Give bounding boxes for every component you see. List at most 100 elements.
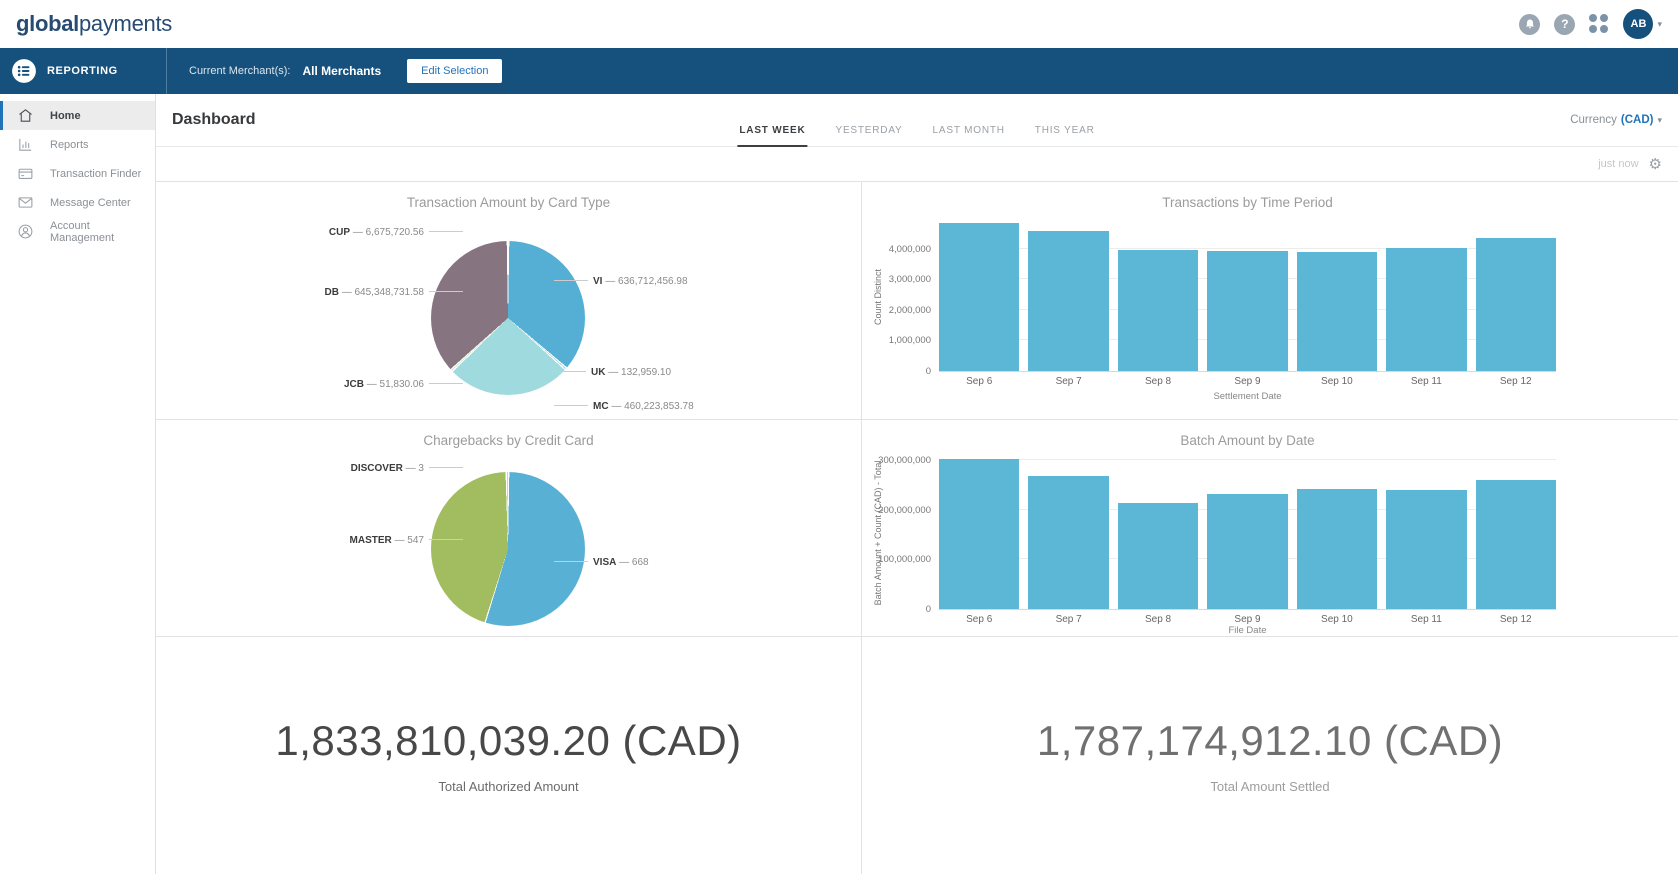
page-header-row: Dashboard LAST WEEK YESTERDAY LAST MONTH TH… [156, 94, 1678, 147]
pie-label-uk: UK — 132,959.10 [552, 362, 671, 380]
sidebar-item-label: Account Management [50, 219, 115, 244]
currency-value: (CAD) [1620, 114, 1654, 126]
panel-transactions-by-time-period: Transactions by Time Period 0 1,000,000 2,0… [862, 182, 1678, 419]
refresh-status: just now [1598, 158, 1639, 170]
sidebar-item-label: Transaction Finder [50, 167, 142, 180]
y-axis-title: Count Distinct [873, 268, 883, 325]
y-tick-label: 1,000,000 [888, 335, 931, 347]
pie-label-text: CUP — 6,675,720.56 [328, 227, 424, 238]
header-actions: ? AB ▾ [1519, 9, 1662, 39]
edit-selection-button[interactable]: Edit Selection [407, 59, 503, 83]
x-tick-label: Sep 12 [1499, 376, 1532, 387]
bar-sep-12[interactable] [1475, 237, 1556, 371]
leader-line [554, 560, 588, 562]
y-tick-label: 2,000,000 [888, 304, 931, 316]
bar-sep-9[interactable] [1207, 251, 1288, 371]
y-tick-label: 0 [925, 366, 931, 377]
panel-total-authorized: 1,833,810,039.20 (CAD) Total Authorized … [156, 637, 861, 874]
sidebar-item-label: Message Center [50, 196, 131, 209]
logo-light: payments [78, 11, 172, 36]
total-authorized-label: Total Authorized Amount [438, 779, 579, 794]
x-tick-label: Sep 8 [1144, 614, 1172, 625]
settings-gear-icon[interactable]: ⚙ [1648, 155, 1662, 173]
x-tick-label: Sep 11 [1410, 614, 1442, 625]
chart-title: Batch Amount by Date [1180, 433, 1315, 448]
sidebar-item-message-center[interactable]: Message Center [0, 188, 155, 217]
bar-sep-8[interactable] [1117, 249, 1199, 371]
y-tick-label: 0 [925, 604, 931, 615]
tab-yesterday[interactable]: YESTERDAY [835, 125, 903, 136]
leader-line [429, 466, 463, 468]
bar-sep-11[interactable] [1386, 247, 1467, 371]
x-axis-labels: Sep 6 Sep 7 Sep 8 Sep 9 Sep 10 Sep 11 Sep 12 [939, 614, 1556, 625]
user-menu[interactable]: AB ▾ [1623, 9, 1662, 39]
notifications-bell-icon[interactable] [1519, 13, 1541, 35]
help-glyph: ? [1561, 17, 1569, 31]
help-icon[interactable]: ? [1554, 13, 1576, 35]
bar-sep-10[interactable] [1296, 251, 1378, 371]
bar-sep-6[interactable] [939, 222, 1020, 371]
bar-sep-8[interactable] [1117, 502, 1199, 609]
pie-label-text: UK — 132,959.10 [591, 367, 672, 378]
pie-label-jcb: JCB — 51,830.06 [344, 374, 463, 392]
bar-sep-9[interactable] [1207, 493, 1288, 609]
pie-label-cup: CUP — 6,675,720.56 [329, 222, 463, 240]
transaction-finder-icon [17, 165, 34, 182]
merchant-label: Current Merchant(s): [189, 65, 291, 77]
tab-last-week[interactable]: LAST WEEK [737, 125, 808, 147]
reporting-menu-icon[interactable] [11, 58, 37, 84]
currency-selector[interactable]: Currency (CAD) ▾ [1570, 114, 1678, 126]
bar-sep-7[interactable] [1028, 475, 1109, 609]
sidebar-item-account-management[interactable]: Account Management [0, 217, 155, 246]
apps-grid-icon[interactable] [1589, 14, 1609, 34]
total-settled-value: 1,787,174,912.10 (CAD) [1036, 717, 1504, 764]
bars [939, 222, 1556, 371]
home-icon [17, 107, 34, 124]
sidebar-item-transaction-finder[interactable]: Transaction Finder [0, 159, 155, 188]
x-axis-title: File Date [1228, 625, 1267, 636]
bar-sep-10[interactable] [1296, 488, 1378, 609]
tab-this-year[interactable]: THIS YEAR [1034, 125, 1095, 136]
brand-logo[interactable]: globalpayments [16, 11, 172, 37]
x-tick-label: Sep 10 [1321, 376, 1353, 387]
merchant-value: All Merchants [302, 64, 382, 78]
gridline [939, 247, 1556, 249]
panel-transaction-amount-by-card-type: Transaction Amount by Card Type VI — 636,… [156, 182, 861, 419]
pie-label-text: DB — 645,348,731.58 [324, 287, 424, 298]
sidebar-item-reports[interactable]: Reports [0, 130, 155, 159]
sidebar-nav: Home Reports Transaction Finder Message Cen… [0, 94, 156, 874]
x-tick-label: Sep 6 [966, 614, 993, 625]
x-tick-label: Sep 8 [1144, 376, 1172, 387]
sidebar-item-label: Reports [50, 138, 89, 151]
bar-sep-7[interactable] [1028, 230, 1109, 371]
pie-chargebacks-by-credit-card[interactable] [431, 472, 585, 626]
reports-icon [17, 136, 34, 153]
dashboard-grid: Transaction Amount by Card Type VI — 636,… [156, 181, 1678, 874]
module-section: REPORTING [0, 48, 167, 94]
x-tick-label: Sep 12 [1499, 614, 1532, 625]
avatar[interactable]: AB [1623, 9, 1654, 39]
leader-line [429, 290, 463, 292]
y-tick-label: 100,000,000 [878, 554, 931, 566]
bar-sep-11[interactable] [1386, 489, 1467, 609]
tab-last-month[interactable]: LAST MONTH [932, 125, 1005, 136]
logo-bold: global [16, 11, 79, 36]
pie-label-visa: VISA — 668 [554, 552, 649, 570]
leader-line [429, 538, 463, 540]
panel-batch-amount-by-date: Batch Amount by Date 0 100,000,000 200,000,… [862, 420, 1678, 636]
x-tick-label: Sep 7 [1055, 614, 1082, 625]
total-authorized-value: 1,833,810,039.20 (CAD) [275, 717, 742, 764]
pie-label-text: VISA — 668 [593, 557, 649, 568]
x-tick-label: Sep 9 [1234, 376, 1261, 387]
chevron-down-icon: ▾ [1657, 18, 1662, 29]
pie-transaction-amount-by-card-type[interactable] [431, 241, 585, 395]
bar-sep-12[interactable] [1475, 479, 1556, 609]
x-tick-label: Sep 7 [1055, 376, 1082, 387]
pie-label-mc: MC — 460,223,853.78 [554, 396, 694, 414]
chart-title: Transaction Amount by Card Type [406, 195, 611, 210]
account-management-icon [17, 223, 34, 240]
sidebar-item-home[interactable]: Home [0, 101, 155, 130]
panel-total-settled: 1,787,174,912.10 (CAD) Total Amount Sett… [862, 637, 1678, 874]
bar-sep-6[interactable] [939, 458, 1020, 609]
